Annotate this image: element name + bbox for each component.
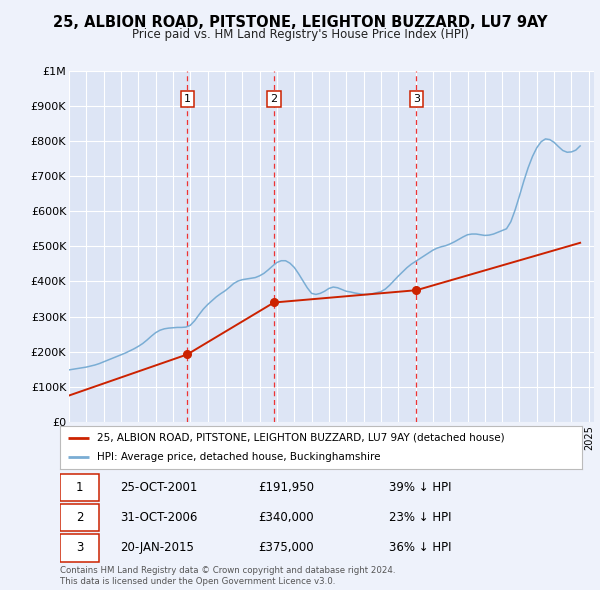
Text: 23% ↓ HPI: 23% ↓ HPI [389,511,451,525]
Text: 2: 2 [271,94,278,104]
Text: 3: 3 [76,542,83,555]
Text: 39% ↓ HPI: 39% ↓ HPI [389,481,451,494]
Text: 1: 1 [184,94,191,104]
Text: Price paid vs. HM Land Registry's House Price Index (HPI): Price paid vs. HM Land Registry's House … [131,28,469,41]
FancyBboxPatch shape [60,474,99,502]
Text: £340,000: £340,000 [259,511,314,525]
Text: 20-JAN-2015: 20-JAN-2015 [120,542,194,555]
Text: £375,000: £375,000 [259,542,314,555]
FancyBboxPatch shape [60,534,99,562]
Text: 2: 2 [76,511,83,525]
Text: 36% ↓ HPI: 36% ↓ HPI [389,542,451,555]
Text: 1: 1 [76,481,83,494]
Text: 3: 3 [413,94,420,104]
Text: Contains HM Land Registry data © Crown copyright and database right 2024.: Contains HM Land Registry data © Crown c… [60,566,395,575]
Text: 31-OCT-2006: 31-OCT-2006 [120,511,197,525]
Text: £191,950: £191,950 [259,481,314,494]
Text: 25, ALBION ROAD, PITSTONE, LEIGHTON BUZZARD, LU7 9AY (detached house): 25, ALBION ROAD, PITSTONE, LEIGHTON BUZZ… [97,432,504,442]
FancyBboxPatch shape [60,504,99,532]
Text: HPI: Average price, detached house, Buckinghamshire: HPI: Average price, detached house, Buck… [97,453,380,463]
Text: 25, ALBION ROAD, PITSTONE, LEIGHTON BUZZARD, LU7 9AY: 25, ALBION ROAD, PITSTONE, LEIGHTON BUZZ… [53,15,547,30]
Text: 25-OCT-2001: 25-OCT-2001 [120,481,197,494]
Text: This data is licensed under the Open Government Licence v3.0.: This data is licensed under the Open Gov… [60,577,335,586]
